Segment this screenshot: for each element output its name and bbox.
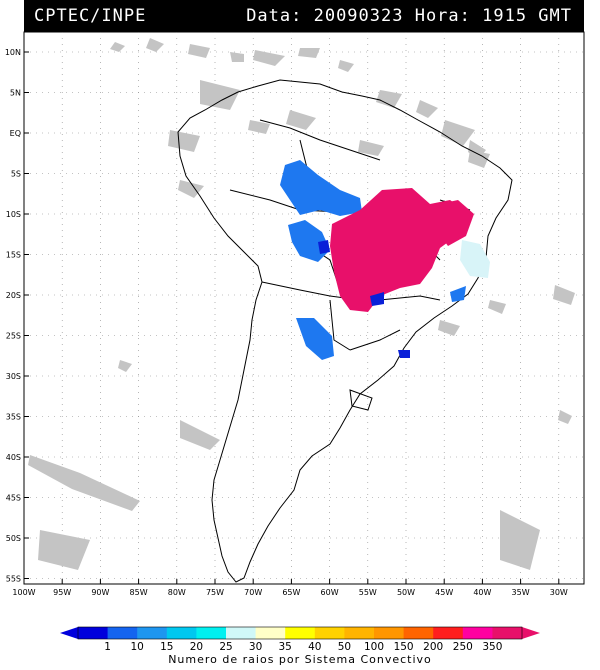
legend-value: 350 bbox=[482, 641, 502, 653]
lon-label: 65W bbox=[282, 588, 300, 597]
legend-value: 30 bbox=[249, 641, 262, 653]
legend-swatch bbox=[344, 627, 375, 639]
lat-label: EQ bbox=[10, 129, 21, 138]
legend-swatch bbox=[255, 627, 286, 639]
legend-value: 100 bbox=[364, 641, 384, 653]
lat-label: 45S bbox=[6, 494, 21, 503]
lon-label: 60W bbox=[321, 588, 339, 597]
legend-swatch bbox=[166, 627, 197, 639]
cluster-pale bbox=[460, 240, 490, 278]
cluster-blue-north bbox=[280, 160, 362, 216]
lat-label: 10N bbox=[5, 48, 21, 57]
legend-value: 20 bbox=[190, 641, 203, 653]
cloud-cover bbox=[28, 38, 575, 570]
legend-arrow-right bbox=[522, 627, 540, 639]
lat-label: 25S bbox=[6, 332, 21, 341]
legend-value: 50 bbox=[338, 641, 351, 653]
title-bar: CPTEC/INPE Data: 20090323 Hora: 1915 GMT bbox=[24, 0, 584, 32]
lon-label: 95W bbox=[53, 588, 71, 597]
legend-value: 150 bbox=[394, 641, 414, 653]
datetime-label: Data: 20090323 Hora: 1915 GMT bbox=[246, 6, 572, 26]
legend-swatch bbox=[137, 627, 168, 639]
legend-value: 25 bbox=[219, 641, 232, 653]
legend-swatch bbox=[462, 627, 493, 639]
legend-value: 1 bbox=[104, 641, 111, 653]
legend-value: 10 bbox=[131, 641, 144, 653]
legend-value: 15 bbox=[160, 641, 173, 653]
lat-label: 50S bbox=[6, 534, 21, 543]
cluster-dark-3 bbox=[398, 350, 410, 358]
lon-label: 45W bbox=[435, 588, 453, 597]
legend-value: 35 bbox=[279, 641, 292, 653]
lon-label: 50W bbox=[397, 588, 415, 597]
legend-caption: Numero de raios por Sistema Convectivo bbox=[168, 653, 432, 666]
legend-color-bar bbox=[60, 626, 540, 640]
legend-swatch bbox=[107, 627, 138, 639]
legend-swatch bbox=[374, 627, 405, 639]
longitude-labels: 100W 95W 90W 85W 80W 75W 70W 65W 60W 55W 50W 45W 40W… bbox=[12, 579, 568, 597]
legend-value: 250 bbox=[453, 641, 473, 653]
latitude-labels: 10N 5N EQ 5S 10S 15S 20S 25S 30S 35S 40S 45S 50S 55S bbox=[5, 48, 29, 584]
lon-label: 40W bbox=[473, 588, 491, 597]
lat-label: 55S bbox=[6, 575, 21, 584]
lat-label: 30S bbox=[6, 372, 21, 381]
lon-label: 35W bbox=[512, 588, 530, 597]
legend-swatch bbox=[226, 627, 257, 639]
cluster-blue-mid bbox=[288, 220, 330, 262]
cluster-blue-south bbox=[296, 318, 334, 360]
lat-label: 5S bbox=[11, 170, 21, 179]
legend-value: 40 bbox=[308, 641, 321, 653]
legend-tick-labels: 1 10 15 20 25 30 35 40 50 100 150 200 250 350 bbox=[104, 641, 502, 653]
cluster-blue-small bbox=[450, 286, 466, 302]
lon-label: 90W bbox=[91, 588, 109, 597]
legend-swatch bbox=[492, 627, 523, 639]
lon-label: 100W bbox=[12, 588, 35, 597]
lat-label: 20S bbox=[6, 291, 21, 300]
lon-label: 85W bbox=[130, 588, 148, 597]
source-label: CPTEC/INPE bbox=[34, 6, 147, 26]
legend-swatch bbox=[285, 627, 316, 639]
legend-swatch bbox=[433, 627, 464, 639]
legend-swatch bbox=[78, 627, 109, 639]
cluster-dark-1 bbox=[370, 292, 384, 306]
lat-label: 10S bbox=[6, 210, 21, 219]
lon-label: 80W bbox=[168, 588, 186, 597]
legend-outline bbox=[77, 626, 523, 640]
lat-label: 35S bbox=[6, 413, 21, 422]
legend-value: 200 bbox=[423, 641, 443, 653]
lat-label: 15S bbox=[6, 251, 21, 260]
lon-label: 75W bbox=[206, 588, 224, 597]
lightning-clusters bbox=[280, 160, 490, 360]
legend-swatch bbox=[403, 627, 434, 639]
lon-label: 55W bbox=[359, 588, 377, 597]
legend-swatch bbox=[314, 627, 345, 639]
cluster-magenta-east bbox=[430, 200, 474, 246]
cluster-dark-2 bbox=[318, 240, 330, 254]
lat-label: 5N bbox=[10, 89, 21, 98]
legend-swatch bbox=[196, 627, 227, 639]
legend-arrow-left bbox=[60, 627, 78, 639]
lon-label: 30W bbox=[550, 588, 568, 597]
lon-label: 70W bbox=[244, 588, 262, 597]
lat-label: 40S bbox=[6, 453, 21, 462]
